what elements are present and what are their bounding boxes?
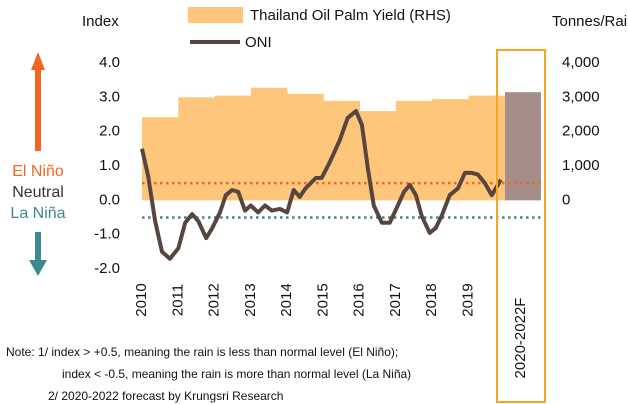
legend-swatch: [188, 7, 243, 23]
y-axis-label: Index: [82, 13, 119, 30]
x-tick-label: 2017: [387, 283, 404, 316]
y2-tick-label: 3,000: [562, 88, 600, 105]
zone-label: La Niña: [10, 205, 65, 222]
x-tick-label: 2010: [133, 283, 150, 316]
y-tick-label: 0.0: [99, 191, 120, 208]
legend-label: Thailand Oil Palm Yield (RHS): [250, 7, 451, 24]
area-step: [250, 87, 288, 201]
y2-tick-label: 0: [562, 191, 570, 208]
forecast-bar: [505, 92, 541, 201]
y-tick-label: 1.0: [99, 157, 120, 174]
y-tick-label: -2.0: [94, 260, 120, 277]
y2-tick-label: 1,000: [562, 157, 600, 174]
x-tick-label: 2018: [423, 283, 440, 316]
y-tick-label: -1.0: [94, 226, 120, 243]
area-step: [178, 97, 215, 201]
area-step: [432, 99, 469, 201]
x-tick-label: 2016: [351, 283, 368, 316]
x-tick-label: 2015: [314, 283, 331, 316]
area-step: [323, 100, 360, 201]
x-tick-label: 2013: [242, 283, 259, 316]
note: 2/ 2020-2022 forecast by Krungsri Resear…: [48, 389, 283, 403]
y2-axis-label: Tonnes/Rai: [552, 13, 627, 30]
area-step: [395, 100, 433, 201]
area-step: [142, 117, 179, 201]
x-tick-label: 2019: [460, 283, 477, 316]
note: index < -0.5, meaning the rain is more t…: [62, 367, 411, 381]
x-tick-label: 2014: [278, 283, 295, 316]
forecast-box: [496, 49, 546, 403]
y-tick-label: 4.0: [99, 54, 120, 71]
forecast-label: 2020-2022F: [512, 298, 529, 379]
la-nina-arrow-shaft: [35, 232, 41, 262]
zone-label: Neutral: [12, 184, 64, 201]
el-nino-arrow-head: [31, 52, 45, 70]
legend-label: ONI: [245, 34, 272, 51]
y2-tick-label: 2,000: [562, 123, 600, 140]
y2-tick-label: 4,000: [562, 54, 600, 71]
oni-line: [140, 109, 503, 261]
y-tick-label: 3.0: [99, 88, 120, 105]
zone-label: El Niño: [12, 163, 64, 180]
la-nina-arrow-head: [29, 260, 47, 276]
y-tick-label: 2.0: [99, 123, 120, 140]
x-tick-label: 2012: [206, 283, 223, 316]
el-nino-arrow-shaft: [35, 69, 41, 151]
x-tick-label: 2011: [169, 284, 186, 316]
area-step: [214, 95, 252, 201]
note: Note: 1/ index > +0.5, meaning the rain …: [6, 345, 398, 359]
